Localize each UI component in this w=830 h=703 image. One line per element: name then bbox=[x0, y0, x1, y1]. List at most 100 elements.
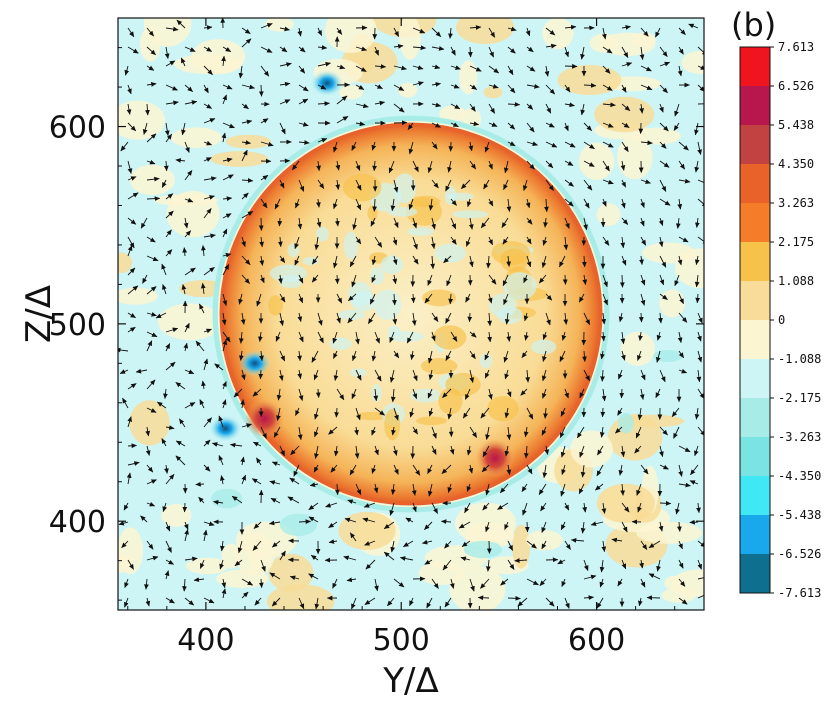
velocity-arrow bbox=[538, 274, 547, 284]
velocity-arrow bbox=[507, 102, 521, 107]
velocity-arrow bbox=[127, 122, 137, 132]
colorbar-segment bbox=[740, 203, 770, 243]
velocity-arrow bbox=[146, 81, 157, 87]
velocity-arrow bbox=[279, 122, 286, 135]
velocity-arrow bbox=[544, 198, 549, 213]
velocity-arrow bbox=[618, 312, 624, 323]
velocity-arrow bbox=[260, 65, 270, 77]
velocity-arrow bbox=[671, 407, 680, 417]
velocity-arrow bbox=[658, 236, 664, 248]
velocity-arrow bbox=[165, 597, 175, 604]
velocity-arrow bbox=[165, 327, 179, 333]
velocity-arrow bbox=[469, 121, 480, 127]
velocity-arrow bbox=[504, 407, 510, 419]
velocity-arrow bbox=[374, 64, 387, 69]
velocity-arrow bbox=[392, 312, 398, 325]
velocity-arrow bbox=[146, 331, 158, 338]
velocity-arrow bbox=[621, 62, 633, 67]
velocity-arrow bbox=[488, 198, 494, 207]
velocity-arrow bbox=[507, 141, 516, 147]
velocity-arrow bbox=[269, 572, 281, 580]
colorbar-label: 7.613 bbox=[778, 40, 814, 54]
velocity-arrow bbox=[659, 369, 666, 383]
disc-patch bbox=[420, 358, 458, 375]
velocity-arrow bbox=[640, 369, 646, 381]
velocity-arrow bbox=[450, 217, 457, 230]
velocity-arrow bbox=[503, 179, 509, 190]
disc-patch bbox=[503, 272, 537, 301]
velocity-arrow bbox=[545, 84, 556, 95]
velocity-arrow bbox=[450, 46, 456, 56]
velocity-arrow bbox=[458, 521, 471, 529]
velocity-arrow bbox=[524, 521, 530, 533]
velocity-arrow bbox=[563, 312, 569, 325]
velocity-arrow bbox=[222, 213, 232, 219]
disc-patch bbox=[479, 353, 493, 369]
velocity-arrow bbox=[564, 24, 577, 30]
colorbar-segment bbox=[740, 47, 770, 87]
background-patch bbox=[166, 190, 220, 238]
velocity-arrow bbox=[621, 46, 629, 58]
velocity-arrow bbox=[673, 426, 680, 439]
velocity-arrow bbox=[561, 331, 567, 341]
velocity-arrow bbox=[564, 122, 569, 132]
velocity-arrow bbox=[298, 388, 304, 401]
velocity-arrow bbox=[399, 556, 414, 561]
velocity-arrow bbox=[392, 274, 398, 285]
background-patch bbox=[617, 135, 653, 180]
velocity-arrow bbox=[656, 331, 662, 341]
velocity-arrow bbox=[184, 369, 195, 375]
velocity-arrow bbox=[298, 98, 309, 105]
velocity-arrow bbox=[203, 176, 217, 182]
velocity-arrow bbox=[520, 388, 528, 396]
velocity-arrow bbox=[469, 369, 475, 383]
velocity-arrow bbox=[580, 464, 586, 478]
velocity-arrow bbox=[480, 407, 490, 419]
velocity-arrow bbox=[659, 464, 669, 470]
velocity-arrow bbox=[466, 483, 472, 492]
velocity-arrow bbox=[195, 340, 205, 352]
velocity-arrow bbox=[488, 160, 493, 170]
velocity-arrow bbox=[621, 103, 631, 112]
velocity-arrow bbox=[480, 217, 490, 229]
velocity-arrow bbox=[374, 46, 379, 56]
velocity-arrow bbox=[523, 445, 529, 459]
velocity-arrow bbox=[615, 426, 623, 434]
velocity-arrow bbox=[161, 438, 167, 447]
velocity-arrow bbox=[127, 285, 139, 295]
velocity-arrow bbox=[648, 573, 661, 580]
velocity-arrow bbox=[273, 426, 281, 438]
velocity-arrow bbox=[526, 83, 540, 89]
velocity-arrow bbox=[252, 540, 262, 551]
velocity-arrow bbox=[203, 84, 209, 94]
velocity-arrow bbox=[298, 597, 305, 610]
velocity-arrow bbox=[602, 102, 616, 108]
velocity-arrow bbox=[311, 350, 319, 363]
velocity-arrow bbox=[412, 217, 418, 229]
velocity-arrow bbox=[639, 103, 644, 114]
colorbar-label: 6.526 bbox=[778, 79, 814, 93]
velocity-arrow bbox=[238, 331, 244, 344]
velocity-arrow bbox=[583, 369, 591, 382]
velocity-arrow bbox=[689, 480, 699, 485]
velocity-arrow bbox=[620, 331, 626, 345]
velocity-arrow bbox=[468, 217, 474, 230]
velocity-arrow bbox=[314, 597, 320, 610]
colorbar-label: 0 bbox=[778, 313, 785, 327]
velocity-arrow bbox=[222, 122, 235, 129]
velocity-arrow bbox=[696, 502, 701, 514]
velocity-arrow bbox=[678, 236, 689, 243]
velocity-arrow bbox=[407, 122, 414, 130]
velocity-arrow bbox=[298, 121, 309, 127]
disc-patch bbox=[384, 409, 401, 441]
velocity-arrow bbox=[503, 350, 509, 363]
velocity-arrow bbox=[447, 160, 452, 173]
colorbar-label: -5.438 bbox=[778, 508, 821, 522]
velocity-arrow bbox=[183, 521, 189, 530]
negative-vortex-spot bbox=[238, 350, 271, 377]
velocity-arrow bbox=[697, 236, 704, 245]
velocity-arrow bbox=[431, 578, 439, 589]
disc-patch bbox=[387, 206, 418, 217]
velocity-arrow bbox=[308, 516, 319, 523]
velocity-arrow bbox=[297, 312, 303, 323]
